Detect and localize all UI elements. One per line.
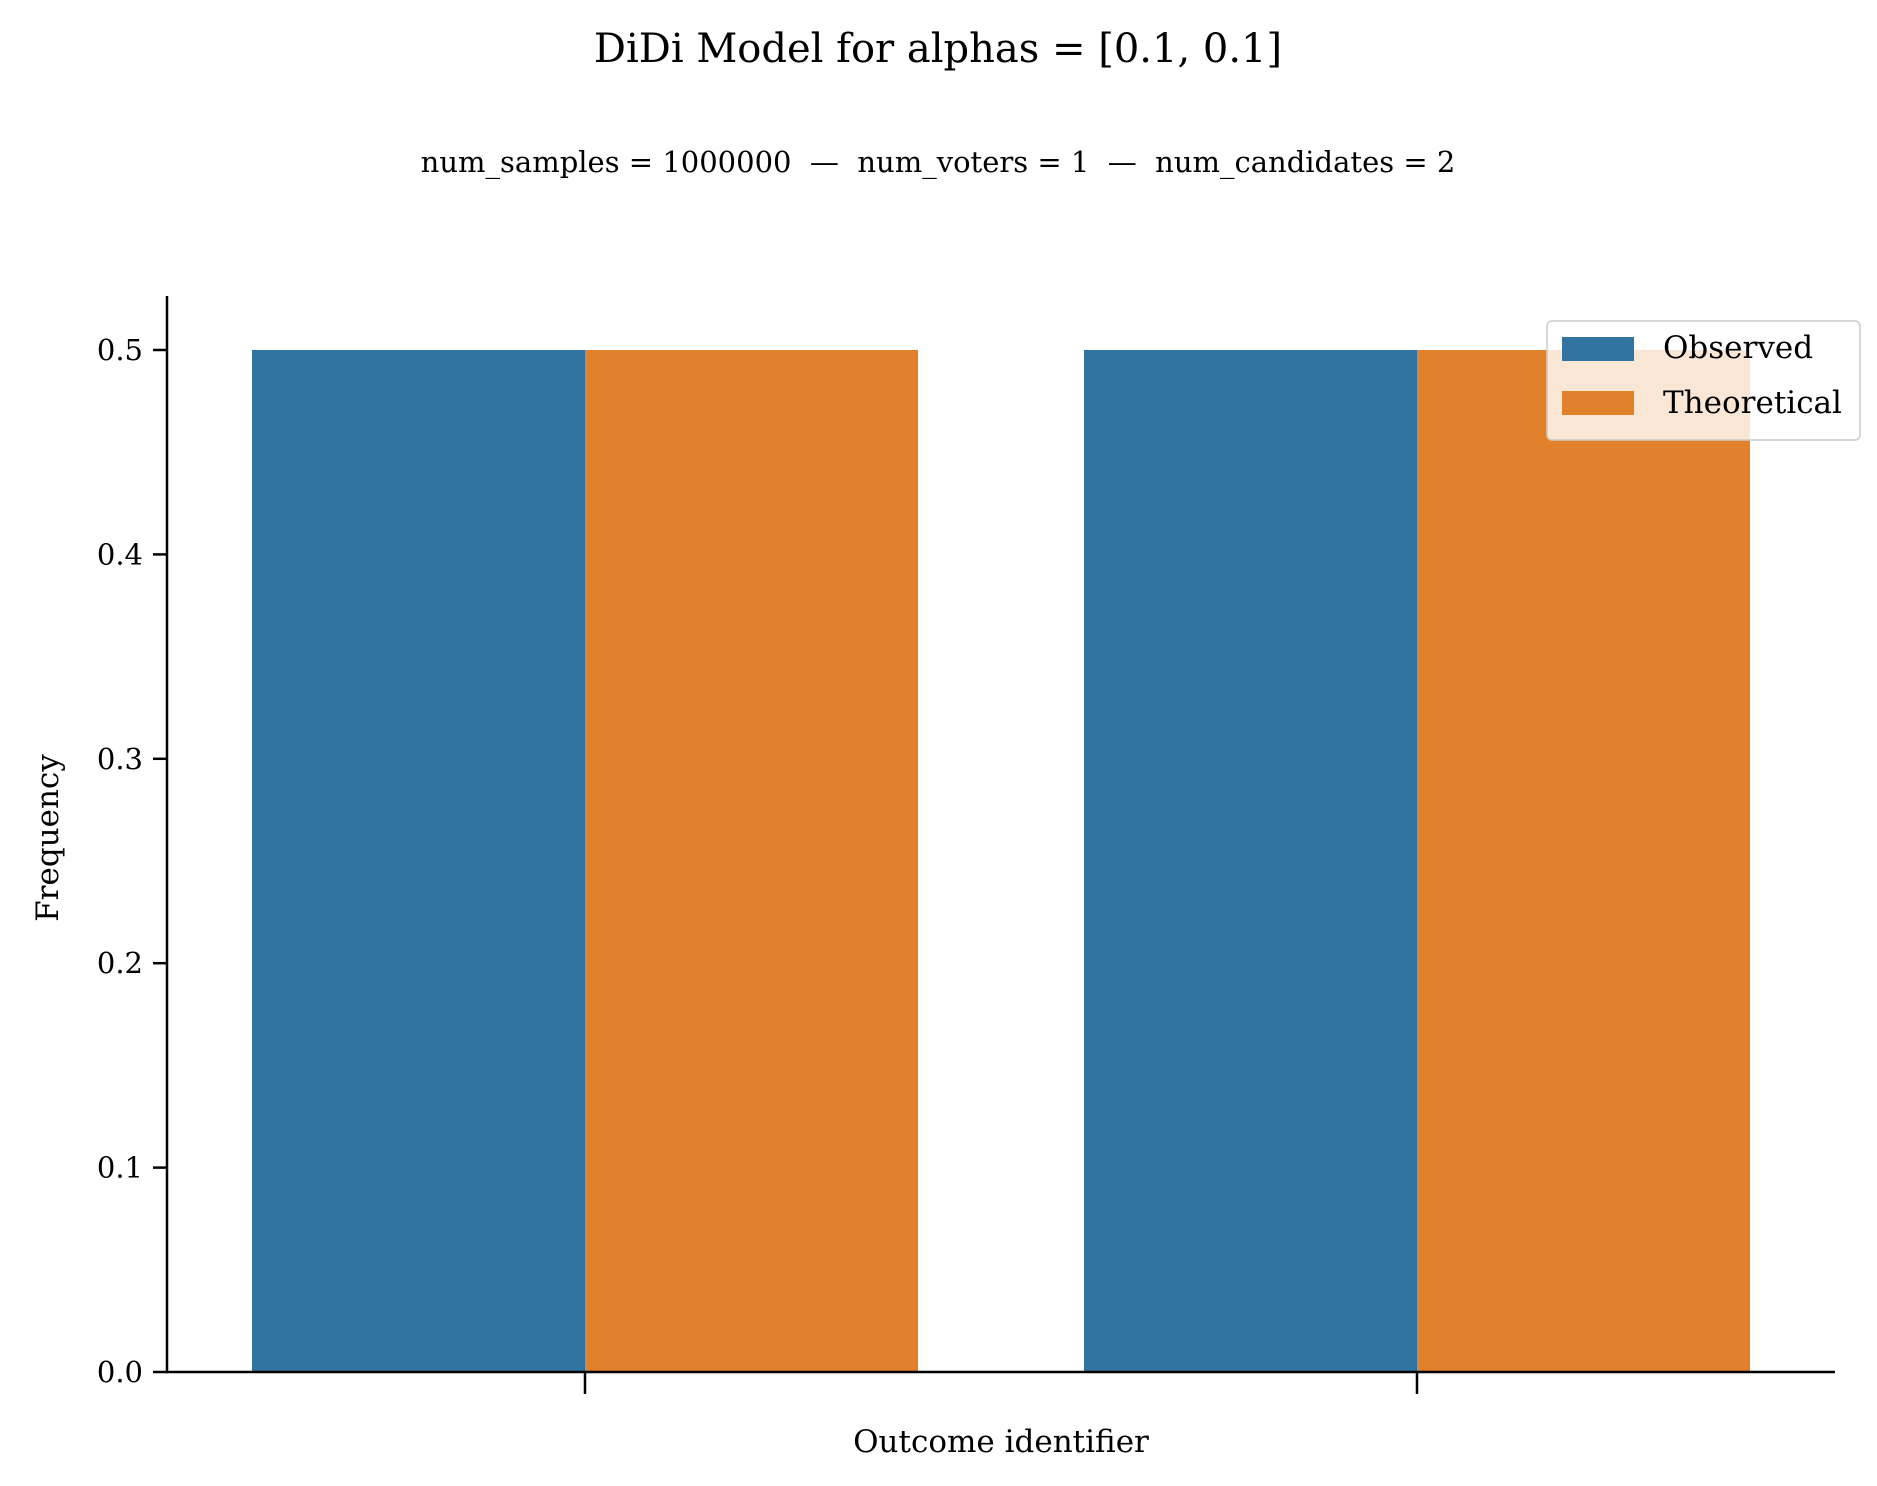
legend-swatch-observed <box>1562 337 1634 361</box>
y-tick-label: 0.1 <box>97 1151 143 1185</box>
legend-label-theoretical: Theoretical <box>1663 385 1842 421</box>
bar-theoretical-2 <box>1417 350 1750 1372</box>
y-tick-label: 0.4 <box>97 537 143 571</box>
y-axis-label: Frequency <box>30 754 66 922</box>
y-axis-ticks: 0.0 0.1 0.2 0.3 0.4 0.5 <box>97 333 167 1389</box>
y-tick-label: 0.3 <box>97 742 143 776</box>
x-axis-label: Outcome identifier <box>853 1424 1149 1460</box>
legend-label-observed: Observed <box>1663 330 1813 366</box>
y-tick-label: 0.0 <box>97 1355 143 1389</box>
chart-title: DiDi Model for alphas = [0.1, 0.1] <box>594 26 1282 72</box>
chart-subtitle: num_samples = 1000000 — num_voters = 1 —… <box>421 145 1456 180</box>
bar-observed-2 <box>1084 350 1417 1372</box>
bars-group <box>252 350 1750 1372</box>
bar-observed-1 <box>252 350 585 1372</box>
legend: Observed Theoretical <box>1546 320 1861 441</box>
legend-swatch-theoretical <box>1562 391 1634 415</box>
x-axis-ticks <box>583 1372 1419 1394</box>
bar-theoretical-1 <box>585 350 918 1372</box>
y-tick-label: 0.2 <box>97 946 143 980</box>
y-tick-label: 0.5 <box>97 333 143 367</box>
